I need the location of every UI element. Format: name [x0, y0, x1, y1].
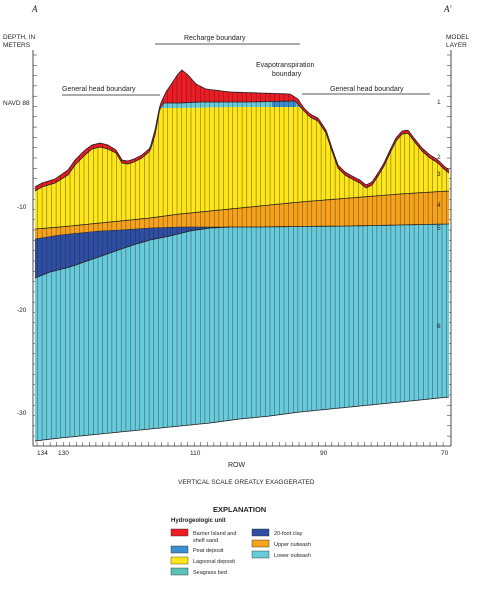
legend-swatch-barrier	[170, 528, 189, 537]
layer-axis-title-line2: LAYER	[446, 42, 467, 49]
explanation-subtitle: Hydrogeologic unit	[171, 518, 226, 524]
layer-label-6: 6	[437, 323, 441, 330]
layer-label-2: 2	[437, 154, 441, 161]
row-tick-130: 130	[58, 450, 69, 457]
row-axis-title: ROW	[228, 462, 246, 469]
evapotranspiration-boundary-label-line2: boundary	[272, 71, 302, 78]
layer-label-1: 1	[437, 99, 441, 106]
row-tick-90: 90	[320, 450, 328, 457]
row-tick-labels: 134 130 110 90 70	[37, 450, 449, 457]
legend-label-barrier-line1: Barrier Island and	[193, 531, 236, 537]
layer-2-bottom-line	[318, 121, 450, 189]
explanation-title: EXPLANATION	[213, 505, 266, 514]
depth-axis-title-line2: METERS	[3, 42, 31, 49]
legend-swatch-seagrass	[170, 567, 189, 576]
legend-label-clay: 20-foot clay	[274, 531, 303, 537]
row-tick-110: 110	[190, 450, 201, 457]
layer-label-3: 3	[437, 171, 441, 178]
minor-ticks	[33, 54, 451, 446]
general-head-boundary-left-label: General head boundary	[62, 86, 136, 93]
legend-swatch-lower	[251, 550, 270, 559]
legend-label-lagoonal: Lagoonal deposit	[193, 559, 235, 565]
evapotranspiration-boundary-label-line1: Evapotranspiration	[256, 62, 314, 69]
depth-tick-navd88: NAVD 88	[3, 100, 30, 107]
legend-label-peat: Peat deposit	[193, 548, 224, 554]
legend-label-lower: Lower outwash	[274, 553, 311, 559]
legend-swatch-lagoonal	[170, 556, 189, 565]
legend-label-seagrass: Seagrass bed	[193, 570, 227, 576]
layer-5-bottom-line	[34, 223, 449, 279]
general-head-boundary-right-label: General head boundary	[330, 86, 404, 93]
base-line	[34, 396, 450, 442]
section-end-label: A′	[443, 4, 452, 14]
depth-tick-minus30: -30	[17, 410, 27, 417]
section-start-label: A	[31, 4, 38, 14]
legend-label-upper: Upper outwash	[274, 542, 311, 548]
legend-swatch-upper	[251, 539, 270, 548]
legend-swatch-peat	[170, 545, 189, 554]
layer-axis-title-line1: MODEL	[446, 34, 470, 41]
depth-axis-title-line1: DEPTH, IN	[3, 34, 35, 41]
model-cell-columns	[37, 70, 447, 441]
row-tick-70: 70	[441, 450, 449, 457]
surface-line	[34, 69, 450, 188]
scale-note: VERTICAL SCALE GREATLY EXAGGERATED	[178, 479, 315, 486]
depth-tick-minus20: -20	[17, 307, 27, 314]
depth-tick-labels: NAVD 88 -10 -20 -30	[3, 100, 30, 417]
recharge-boundary-label: Recharge boundary	[184, 35, 246, 42]
unit-20-foot-clay	[35, 227, 230, 278]
depth-tick-minus10: -10	[17, 204, 27, 211]
row-tick-134: 134	[37, 450, 48, 457]
layer-label-4: 4	[437, 202, 441, 209]
explanation-legend: EXPLANATION Hydrogeologic unit Barrier I…	[170, 505, 311, 576]
clay-top-line	[34, 226, 230, 240]
legend-swatch-clay	[251, 528, 270, 537]
section-layer-lines	[34, 69, 450, 442]
legend-label-barrier-line2: shelf sand	[193, 538, 218, 544]
layer-label-5: 5	[437, 225, 441, 232]
layer-3-bottom-line	[34, 190, 450, 230]
model-layer-labels: 1 2 3 4 5 6	[437, 99, 441, 330]
